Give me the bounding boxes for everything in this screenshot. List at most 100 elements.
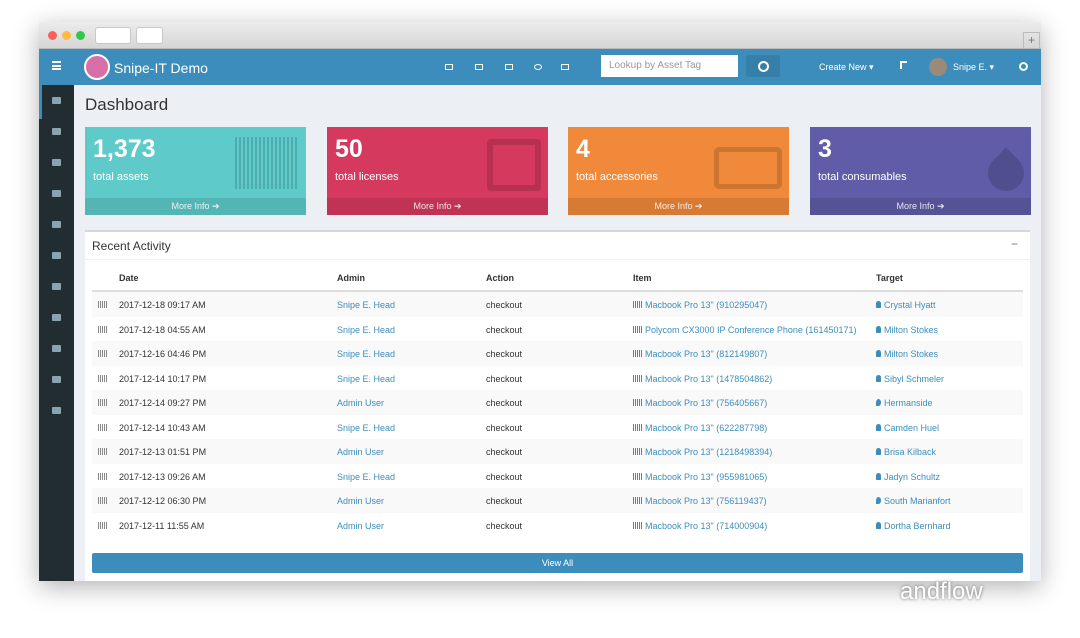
item-link[interactable]: Macbook Pro 13" (955981065) (645, 471, 768, 482)
admin-link[interactable]: Admin User (337, 496, 385, 506)
admin-link[interactable]: Snipe E. Head (337, 373, 396, 384)
date-cell: 2017-12-14 10:17 PM (119, 373, 207, 384)
minimize-button[interactable] (62, 31, 71, 40)
search-button[interactable] (746, 55, 780, 77)
more-info-text[interactable]: More Info (896, 201, 935, 211)
sidebar-icon[interactable] (52, 345, 61, 352)
target-link[interactable]: Jadyn Schultz (884, 471, 941, 482)
admin-link[interactable]: Snipe E. Head (337, 422, 396, 433)
target-link[interactable]: Milton Stokes (884, 349, 939, 359)
target-link[interactable]: Dortha Bernhard (884, 520, 951, 531)
stat-box: 50 total licenses More Info ➔ (327, 127, 548, 215)
target-link[interactable]: Camden Huel (884, 422, 940, 433)
item-link[interactable]: Macbook Pro 13" (1478504862) (645, 373, 773, 384)
watermark: andflow (900, 578, 983, 605)
consumables-icon[interactable] (534, 64, 542, 70)
panel-title: Recent Activity (92, 239, 171, 253)
item-link[interactable]: Macbook Pro 13" (812149807) (645, 349, 768, 359)
user-icon (876, 350, 881, 357)
item-link[interactable]: Macbook Pro 13" (622287798) (645, 422, 768, 433)
sidebar-icon[interactable] (52, 159, 61, 166)
menu-toggle[interactable] (52, 61, 61, 70)
user-icon (876, 301, 881, 308)
admin-link[interactable]: Snipe E. Head (337, 324, 396, 335)
new-tab-button[interactable]: + (1023, 32, 1040, 49)
flag-icon[interactable] (900, 61, 907, 69)
target-link[interactable]: Crystal Hyatt (884, 300, 936, 310)
sidebar-icon[interactable] (52, 128, 61, 135)
location-icon (876, 399, 881, 406)
target-link[interactable]: Hermanside (884, 398, 933, 408)
sidebar-icon[interactable] (52, 376, 61, 383)
sidebar-icon[interactable] (52, 252, 61, 259)
target-link[interactable]: Milton Stokes (884, 324, 939, 335)
date-cell: 2017-12-18 09:17 AM (119, 300, 206, 310)
sidebar-icon[interactable] (52, 221, 61, 228)
activity-table: Date Admin Action Item Target 2017-12-18 09:1… (92, 268, 1023, 538)
item-icon (633, 497, 642, 504)
item-icon (633, 521, 642, 529)
components-icon[interactable] (561, 64, 569, 70)
table-row: 2017-12-13 01:51 PM Admin User checkout Mac… (92, 439, 1023, 464)
admin-link[interactable]: Snipe E. Head (337, 349, 396, 359)
item-link[interactable]: Macbook Pro 13" (756119437) (645, 496, 767, 506)
item-link[interactable]: Macbook Pro 13" (756405667) (645, 398, 768, 408)
user-menu[interactable]: Snipe E. ▾ (953, 62, 995, 72)
sidebar-icon[interactable] (52, 97, 61, 104)
item-link[interactable]: Macbook Pro 13" (714000904) (645, 520, 768, 531)
asset-icon (98, 350, 107, 357)
accessories-icon[interactable] (505, 64, 513, 70)
column-header: Item (633, 273, 652, 283)
more-info-link[interactable]: More Info ➔ (810, 198, 1031, 215)
item-link[interactable]: Macbook Pro 13" (1218498394) (645, 447, 773, 457)
divider (85, 259, 1030, 260)
admin-link[interactable]: Snipe E. Head (337, 471, 396, 482)
nav-buttons[interactable] (95, 27, 131, 44)
date-cell: 2017-12-13 01:51 PM (119, 447, 207, 457)
column-header: Target (876, 273, 903, 283)
create-new-menu[interactable]: Create New ▾ (819, 62, 874, 72)
more-info-text[interactable]: More Info (413, 201, 452, 211)
date-cell: 2017-12-18 04:55 AM (119, 324, 206, 335)
close-button[interactable] (48, 31, 57, 40)
more-info-link[interactable]: More Info ➔ (85, 198, 306, 215)
more-info-link[interactable]: More Info ➔ (327, 198, 548, 215)
stat-box: 3 total consumables More Info ➔ (810, 127, 1031, 215)
item-icon (633, 374, 642, 382)
admin-link[interactable]: Admin User (337, 447, 385, 457)
admin-link[interactable]: Admin User (337, 398, 385, 408)
search-input[interactable]: Lookup by Asset Tag (601, 55, 738, 77)
asset-icon (98, 301, 107, 308)
item-link[interactable]: Polycom CX3000 IP Conference Phone (1614… (645, 324, 857, 335)
licenses-icon[interactable] (475, 64, 483, 70)
table-row: 2017-12-12 06:30 PM Admin User checkout Mac… (92, 488, 1023, 513)
more-info-text[interactable]: More Info (171, 201, 210, 211)
sidebar-icon[interactable] (52, 190, 61, 197)
asset-icon (98, 497, 107, 504)
logo[interactable] (84, 54, 110, 80)
table-row: 2017-12-11 11:55 AM Admin User checkout Mac… (92, 512, 1023, 537)
zoom-button[interactable] (76, 31, 85, 40)
target-link[interactable]: Brisa Kilback (884, 447, 937, 457)
item-link[interactable]: Macbook Pro 13" (910295047) (645, 300, 768, 310)
brand[interactable]: Snipe-IT Demo (114, 60, 208, 76)
sidebar-icon[interactable] (52, 407, 61, 414)
settings-icon[interactable] (1019, 62, 1028, 71)
user-avatar[interactable] (929, 58, 947, 76)
download-button[interactable] (136, 27, 163, 44)
target-link[interactable]: South Marianfort (884, 496, 951, 506)
more-info-link[interactable]: More Info ➔ (568, 198, 789, 215)
collapse-button[interactable]: − (1011, 237, 1019, 251)
admin-link[interactable]: Admin User (337, 520, 385, 531)
more-info-text[interactable]: More Info (654, 201, 693, 211)
user-name[interactable]: Snipe E. (953, 62, 988, 72)
admin-link[interactable]: Snipe E. Head (337, 300, 396, 310)
target-link[interactable]: Sibyl Schmeler (884, 373, 945, 384)
assets-icon[interactable] (445, 64, 453, 70)
create-new-label[interactable]: Create New (819, 62, 867, 72)
sidebar-icon[interactable] (52, 283, 61, 290)
item-icon (633, 301, 642, 308)
view-all-button[interactable]: View All (92, 553, 1023, 573)
sidebar-icon[interactable] (52, 314, 61, 321)
